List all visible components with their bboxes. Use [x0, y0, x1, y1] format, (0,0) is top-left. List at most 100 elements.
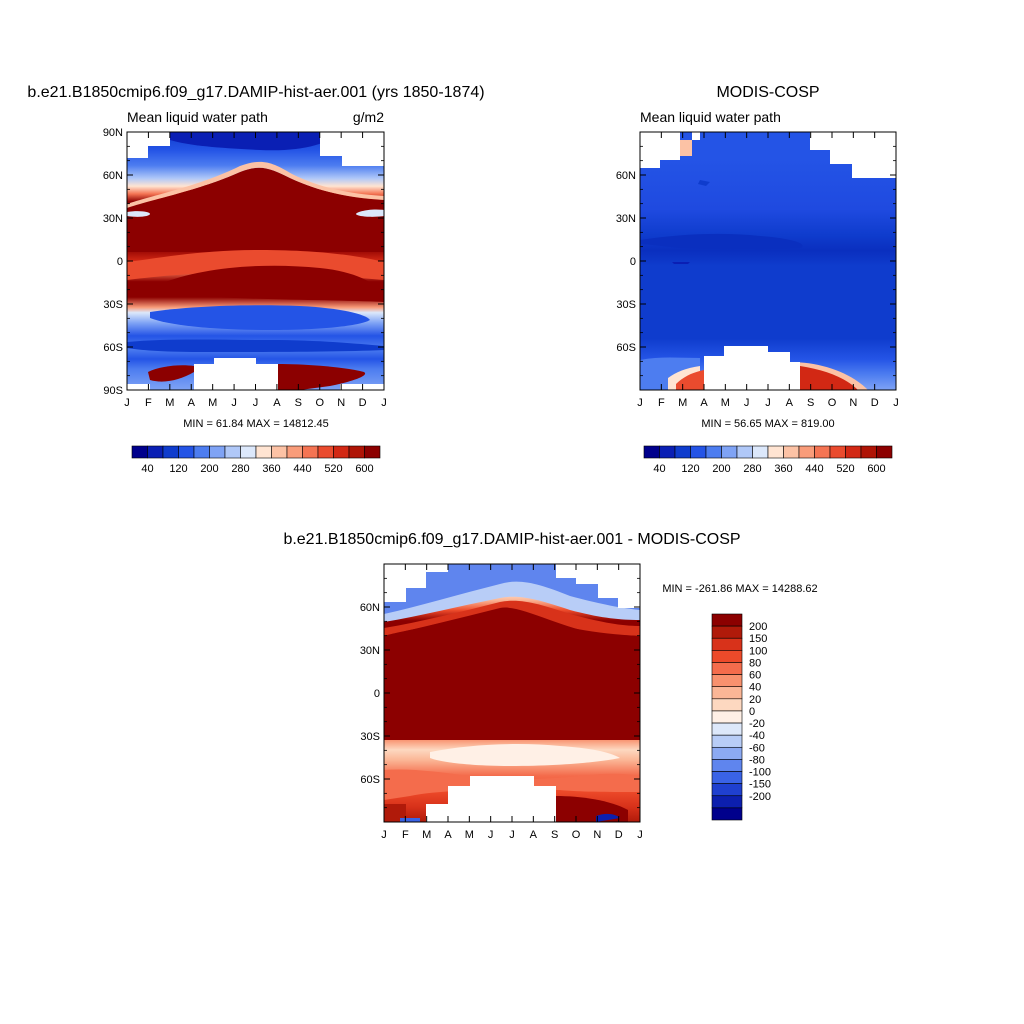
panel-diff-axes: J F M A M J J A S O N D J 60N 30N 0 30S 60S [360, 564, 643, 841]
panel-model-missing-ne [320, 132, 384, 166]
colorbar-label: 600 [867, 463, 885, 475]
colorbar-label: 150 [749, 633, 767, 645]
colorbar-swatch [876, 445, 893, 459]
panel-obs-missing-antarctica [704, 346, 800, 390]
y-tick-label: 60S [360, 774, 380, 786]
colorbar-swatch [845, 445, 862, 459]
colorbar-swatch [711, 722, 743, 736]
panel-model-missing-antarctica [194, 358, 278, 390]
panel-model-field [127, 132, 384, 390]
panel-model-missing-se [340, 384, 384, 390]
y-tick-label: 60S [103, 342, 123, 354]
feature-diff-south-pale [430, 744, 620, 766]
x-tick-label: A [444, 829, 452, 841]
x-tick-label: J [231, 397, 237, 409]
colorbar-swatch [209, 445, 226, 459]
y-tick-label: 60N [103, 170, 123, 182]
colorbar-swatch [364, 445, 381, 459]
colorbar-swatch [711, 783, 743, 797]
colorbar-label: 0 [749, 706, 755, 718]
x-tick-label: O [572, 829, 581, 841]
x-tick-label: J [488, 829, 494, 841]
colorbar-swatch [711, 807, 743, 821]
panel-model-colorbar: 40 120 200 280 360 440 520 600 [131, 445, 381, 475]
y-tick-label: 30S [616, 299, 636, 311]
x-tick-label: J [765, 397, 771, 409]
panel-diff-field [384, 564, 640, 822]
colorbar-swatch [705, 445, 722, 459]
feature-obs-south-east-red [800, 366, 858, 390]
x-tick-label: F [145, 397, 152, 409]
feature-diff-south-west-red [384, 804, 406, 822]
colorbar-swatch [193, 445, 210, 459]
colorbar-swatch [348, 445, 365, 459]
panel-diff-stats: MIN = -261.86 MAX = 14288.62 [662, 583, 817, 595]
colorbar-swatch [860, 445, 877, 459]
colorbar-swatch [711, 637, 743, 651]
colorbar-swatch [674, 445, 691, 459]
colorbar-swatch [711, 686, 743, 700]
colorbar-swatch [721, 445, 738, 459]
x-tick-label: O [315, 397, 324, 409]
feature-north-pocket-east [356, 209, 384, 217]
x-tick-label: D [615, 829, 623, 841]
colorbar-swatch [798, 445, 815, 459]
x-tick-label: S [807, 397, 814, 409]
feature-antarctic-east-red [278, 364, 366, 390]
y-tick-label: 90S [103, 385, 123, 397]
x-tick-label: D [359, 397, 367, 409]
colorbar-swatch [271, 445, 288, 459]
x-tick-label: A [273, 397, 281, 409]
x-tick-label: F [402, 829, 409, 841]
colorbar-swatch [224, 445, 241, 459]
panel-obs-stats: MIN = 56.65 MAX = 819.00 [701, 418, 834, 430]
panel-obs-title: MODIS-COSP [716, 84, 819, 101]
colorbar-swatch [711, 674, 743, 688]
panel-model-missing-sw [127, 384, 150, 390]
x-tick-label: A [786, 397, 794, 409]
x-tick-label: M [465, 829, 474, 841]
colorbar-swatch [767, 445, 784, 459]
colorbar-label: 280 [743, 463, 761, 475]
panel-obs-subtitle-left: Mean liquid water path [640, 109, 781, 125]
x-tick-label: J [253, 397, 259, 409]
y-tick-label: 30N [103, 213, 123, 225]
panel-obs-missing-ne [810, 132, 896, 178]
feature-diff-central-red [384, 607, 640, 740]
panel-model-subtitle-left: Mean liquid water path [127, 109, 268, 125]
colorbar-swatch [162, 445, 179, 459]
colorbar-swatch [690, 445, 707, 459]
colorbar-swatch [711, 698, 743, 712]
x-tick-label: J [637, 397, 643, 409]
panel-obs-axes: J F M A M J J A S O N D J 60N 30N 0 30S 60S [616, 132, 899, 409]
x-tick-label: J [637, 829, 643, 841]
colorbar-swatch [783, 445, 800, 459]
x-tick-label: A [188, 397, 196, 409]
x-tick-label: J [893, 397, 899, 409]
colorbar-label: 40 [653, 463, 665, 475]
colorbar-swatch [240, 445, 257, 459]
colorbar-label: 280 [231, 463, 249, 475]
x-tick-label: J [744, 397, 750, 409]
feature-antarctic-west-red [148, 365, 194, 382]
colorbar-swatch [711, 746, 743, 760]
x-tick-label: N [849, 397, 857, 409]
colorbar-swatch [711, 759, 743, 772]
colorbar-swatch [711, 710, 743, 724]
x-tick-label: A [530, 829, 538, 841]
colorbar-swatch [659, 445, 676, 459]
feature-southern-ocean-band-2 [127, 339, 384, 352]
colorbar-swatch [317, 445, 334, 459]
panel-obs-missing-nw [640, 132, 680, 168]
x-tick-label: O [828, 397, 837, 409]
panel-model: b.e21.B1850cmip6.f09_g17.DAMIP-hist-aer.… [27, 84, 484, 475]
colorbar-label: 40 [749, 682, 761, 694]
x-tick-label: A [700, 397, 708, 409]
colorbar-swatch [178, 445, 195, 459]
colorbar-swatch [711, 662, 743, 675]
x-tick-label: J [381, 829, 387, 841]
colorbar-label: 120 [169, 463, 187, 475]
panel-model-title: b.e21.B1850cmip6.f09_g17.DAMIP-hist-aer.… [27, 84, 484, 101]
y-tick-label: 0 [374, 688, 380, 700]
